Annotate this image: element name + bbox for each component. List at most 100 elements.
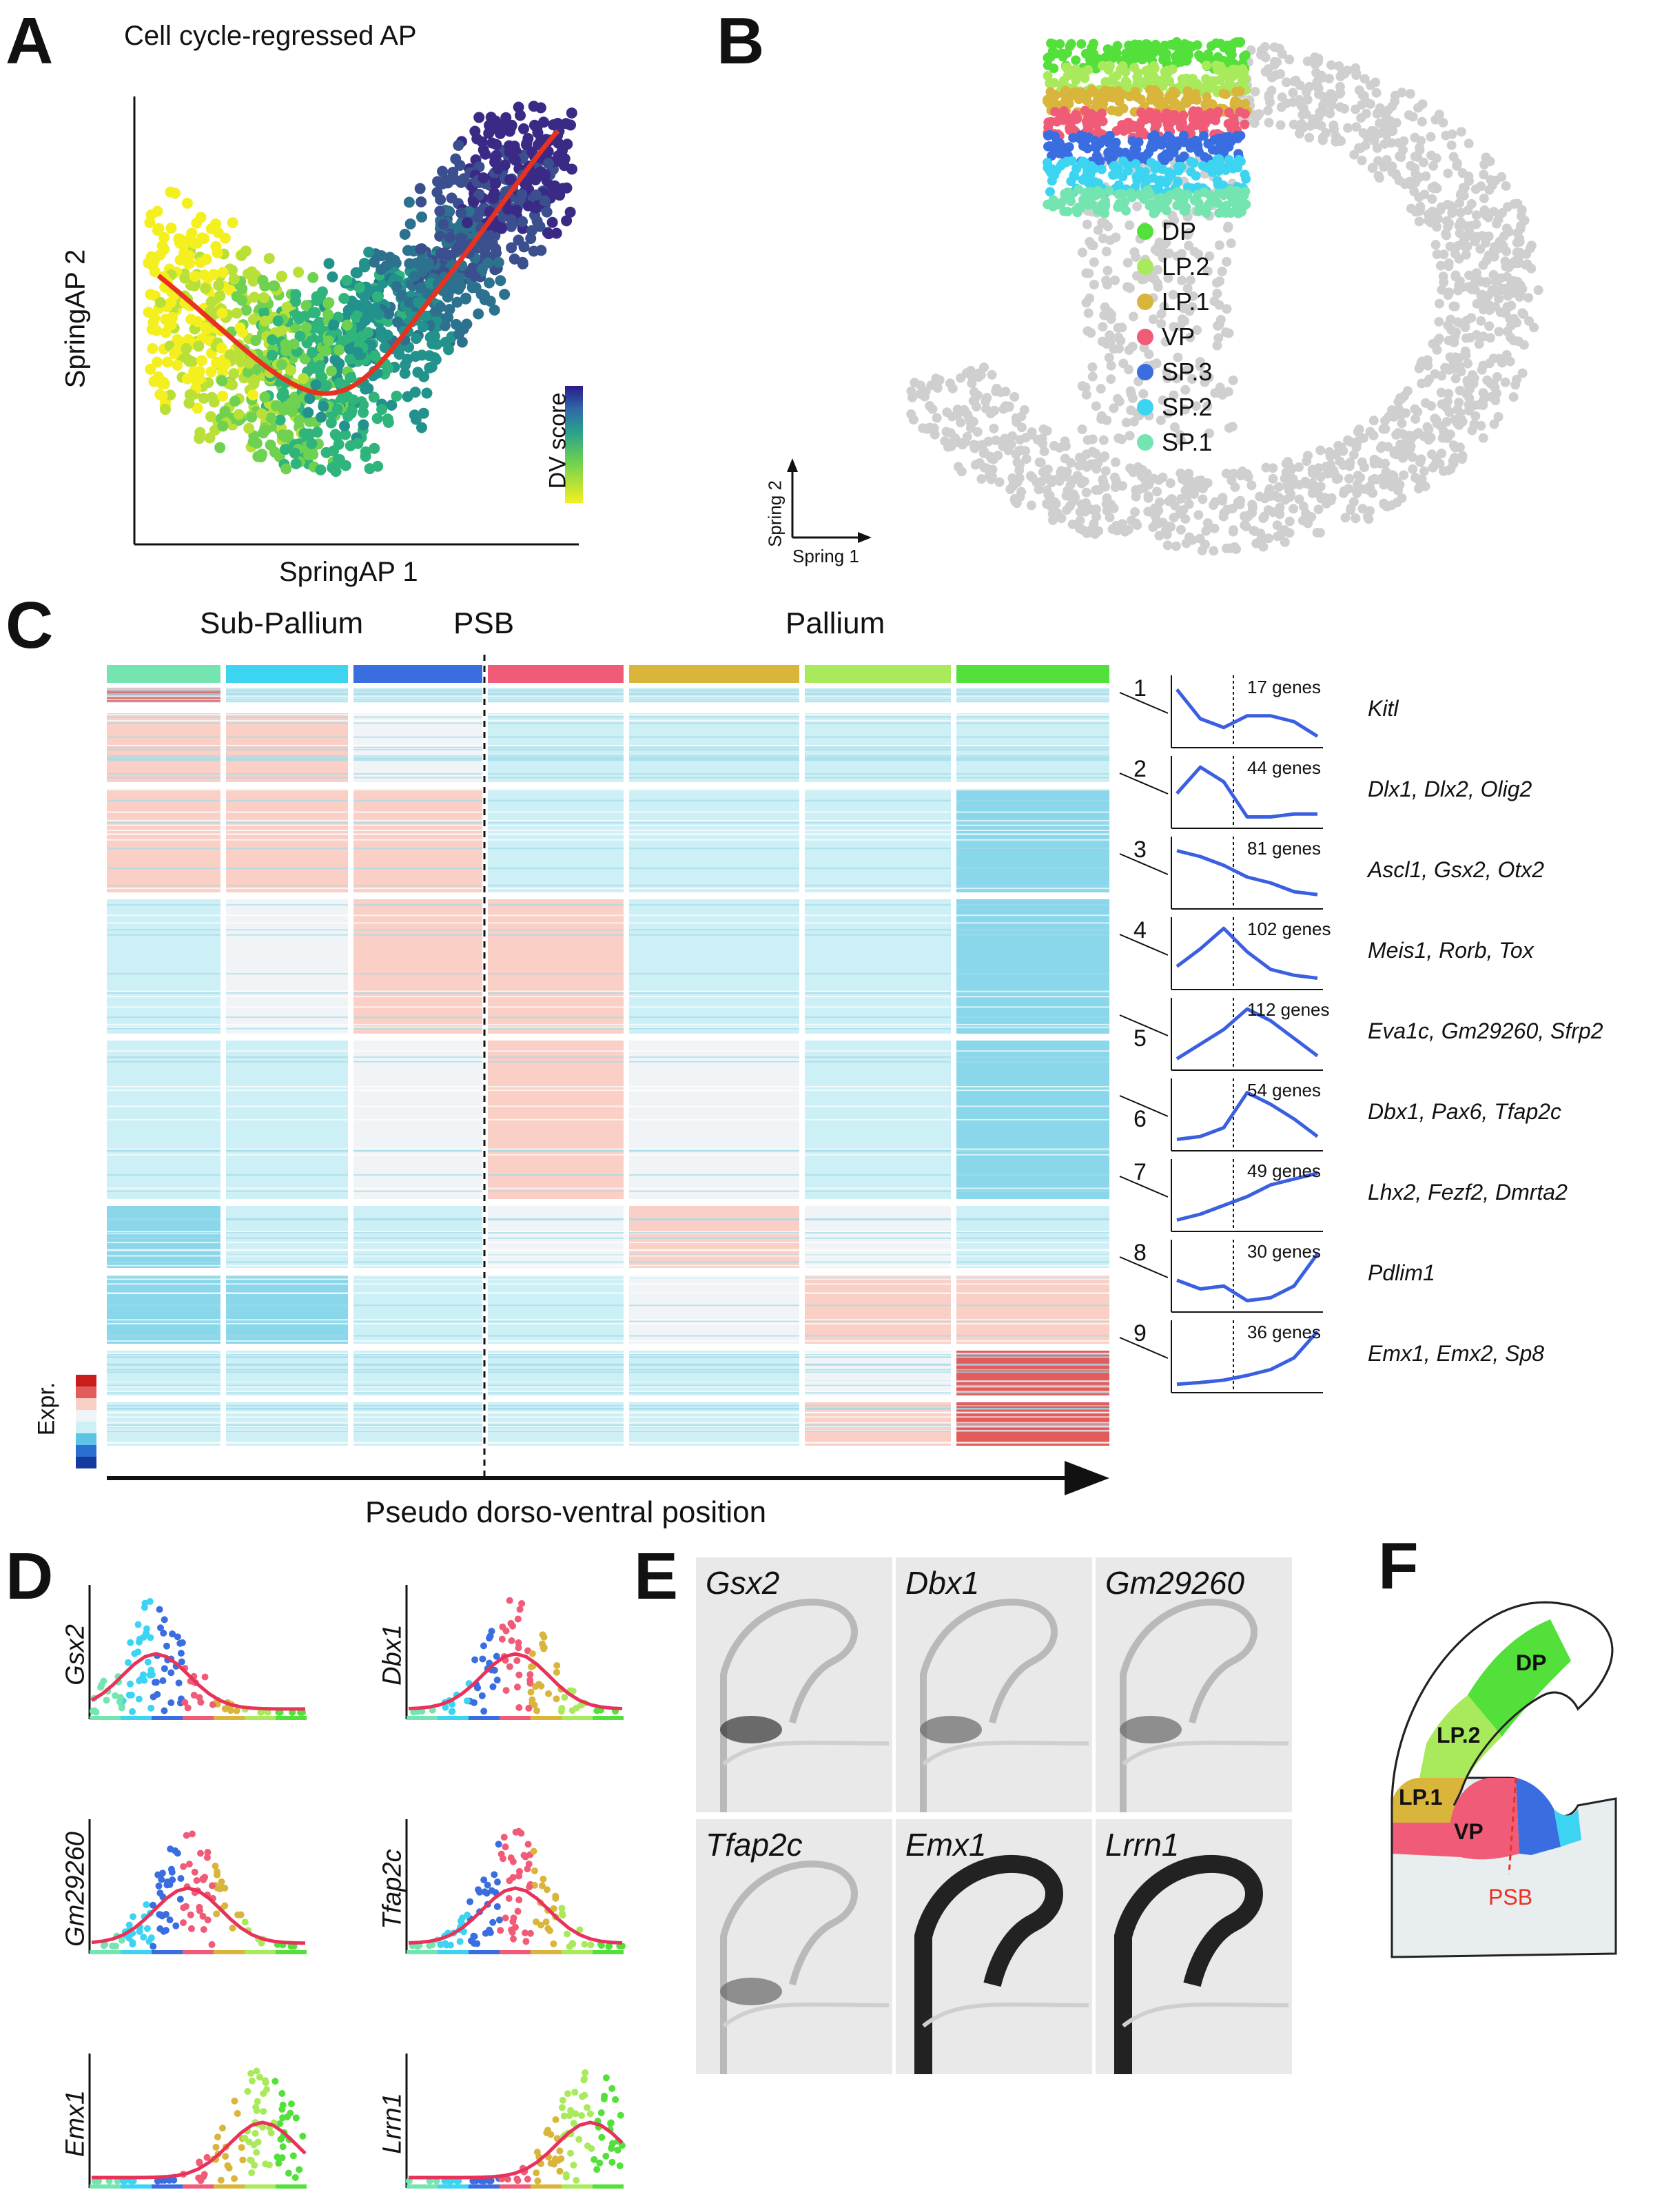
cluster-number: 5 bbox=[1133, 1025, 1147, 1052]
cluster-number: 8 bbox=[1133, 1240, 1147, 1266]
cluster-markers: Pdlim1 bbox=[1368, 1260, 1435, 1285]
psb-dashed-line bbox=[1508, 1777, 1517, 1875]
cluster-gene-count: 49 genes bbox=[1247, 1160, 1321, 1181]
in-situ-image: Lrrn1 bbox=[1096, 1819, 1292, 2074]
legend-item: LP.1 bbox=[1137, 284, 1212, 319]
region-vp bbox=[1392, 1778, 1519, 1860]
gene-plot-label: Gm29260 bbox=[61, 1832, 90, 1947]
gene-plot-label: Emx1 bbox=[61, 2089, 90, 2158]
panel-letter-c: C bbox=[6, 588, 54, 662]
heatmap bbox=[76, 655, 1323, 1495]
region-color-bar bbox=[805, 665, 951, 683]
cluster-markers: Dbx1, Pax6, Tfap2c bbox=[1368, 1099, 1562, 1124]
region-sp3 bbox=[1516, 1778, 1561, 1855]
schematic-label-lp1: LP.1 bbox=[1399, 1785, 1443, 1810]
region-lp2 bbox=[1419, 1695, 1502, 1778]
cluster-gene-count: 30 genes bbox=[1247, 1241, 1321, 1262]
cluster-number: 3 bbox=[1133, 837, 1147, 863]
cluster-markers: Ascl1, Gsx2, Otx2 bbox=[1368, 857, 1545, 882]
legend-label: SP.1 bbox=[1162, 427, 1213, 456]
legend-swatch bbox=[1137, 223, 1153, 240]
panel-a-ylabel: SpringAP 2 bbox=[60, 249, 91, 389]
panel-a-plot bbox=[133, 96, 583, 546]
region-lp1 bbox=[1392, 1778, 1468, 1823]
pseudo-dv-axis-label: Pseudo dorso-ventral position bbox=[365, 1495, 767, 1529]
schematic-label-vp: VP bbox=[1454, 1819, 1484, 1844]
heatmap-cells bbox=[107, 665, 1115, 1446]
in-situ-gene-label: Gm29260 bbox=[1105, 1565, 1245, 1601]
legend-label: VP bbox=[1162, 322, 1195, 351]
gene-plot-label: Dbx1 bbox=[378, 1624, 407, 1686]
gene-expression-plot bbox=[88, 2054, 307, 2189]
cluster-trend-plots bbox=[1119, 675, 1323, 1393]
gene-expression-plot bbox=[88, 1585, 307, 1720]
in-situ-gene-label: Gsx2 bbox=[706, 1565, 780, 1601]
cluster-number: 4 bbox=[1133, 917, 1147, 943]
panel-letter-a: A bbox=[6, 4, 54, 78]
outline bbox=[1390, 1601, 1614, 1957]
cluster-number: 1 bbox=[1133, 675, 1147, 702]
expr-colorbar bbox=[76, 689, 96, 713]
region-dp bbox=[1468, 1619, 1571, 1737]
cluster-number: 9 bbox=[1133, 1320, 1147, 1346]
region-color-bar bbox=[353, 665, 482, 683]
region-color-bar bbox=[488, 665, 624, 683]
legend-item: VP bbox=[1137, 319, 1212, 354]
cluster-gene-count: 102 genes bbox=[1247, 919, 1331, 939]
cluster-gene-count: 112 genes bbox=[1247, 999, 1330, 1020]
legend-item: LP.2 bbox=[1137, 249, 1212, 284]
cluster-markers: Lhx2, Fezf2, Dmrta2 bbox=[1368, 1180, 1568, 1205]
gene-expression-plot bbox=[405, 1585, 624, 1720]
legend-label: SP.2 bbox=[1162, 392, 1213, 421]
psb-label: PSB bbox=[453, 606, 515, 640]
cluster-number: 7 bbox=[1133, 1159, 1147, 1185]
cluster-markers: Dlx1, Dlx2, Olig2 bbox=[1368, 777, 1532, 801]
spring-grey-cells bbox=[906, 41, 1543, 556]
cluster-number: 6 bbox=[1133, 1106, 1147, 1132]
cluster-gene-count: 54 genes bbox=[1247, 1080, 1321, 1100]
legend-swatch bbox=[1137, 258, 1153, 275]
cluster-gene-count: 17 genes bbox=[1247, 677, 1321, 697]
dv-colorbar bbox=[565, 386, 583, 503]
legend-swatch bbox=[1137, 433, 1153, 451]
region-color-bar bbox=[107, 665, 220, 683]
in-situ-gene-label: Tfap2c bbox=[706, 1827, 803, 1863]
in-situ-image: Tfap2c bbox=[696, 1819, 892, 2074]
in-situ-image: Emx1 bbox=[896, 1819, 1092, 2074]
cluster-gene-count: 44 genes bbox=[1247, 757, 1321, 778]
in-situ-image: Gm29260 bbox=[1096, 1557, 1292, 1812]
in-situ-image: Gsx2 bbox=[696, 1557, 892, 1812]
region-color-bar bbox=[226, 665, 348, 683]
gene-plot-label: Tfap2c bbox=[378, 1849, 407, 1929]
trajectory-line bbox=[156, 129, 560, 396]
dv-colorbar-label: DV score bbox=[544, 392, 571, 489]
in-situ-gene-label: Dbx1 bbox=[905, 1565, 980, 1601]
legend-item: SP.2 bbox=[1137, 389, 1212, 424]
gene-expression-plot bbox=[88, 1819, 307, 1954]
legend-label: SP.3 bbox=[1162, 357, 1213, 386]
legend-label: DP bbox=[1162, 216, 1197, 245]
schematic-label-lp2: LP.2 bbox=[1437, 1723, 1481, 1748]
legend-item: SP.1 bbox=[1137, 424, 1212, 460]
legend-swatch bbox=[1137, 398, 1153, 416]
legend-swatch bbox=[1137, 328, 1153, 345]
gene-expression-plot bbox=[405, 2054, 626, 2189]
sub-pallium-label: Sub-Pallium bbox=[200, 606, 364, 640]
spring-axis-x-label: Spring 1 bbox=[792, 546, 859, 566]
gene-plot-label: Lrrn1 bbox=[378, 2093, 407, 2154]
cluster-markers: Emx1, Emx2, Sp8 bbox=[1368, 1341, 1545, 1366]
legend-label: LP.1 bbox=[1162, 287, 1210, 316]
cluster-markers: Eva1c, Gm29260, Sfrp2 bbox=[1368, 1018, 1603, 1043]
legend-swatch bbox=[1137, 293, 1153, 310]
panel-letter-b: B bbox=[717, 4, 765, 78]
schematic-label-psb: PSB bbox=[1488, 1885, 1533, 1909]
panel-b-plot bbox=[787, 37, 1543, 556]
spring-colored-cells bbox=[1043, 37, 1252, 218]
region-color-bar bbox=[956, 665, 1109, 683]
cluster-gene-count: 81 genes bbox=[1247, 838, 1321, 859]
cluster-number: 2 bbox=[1133, 756, 1147, 782]
pallium-label: Pallium bbox=[786, 606, 885, 640]
panel-letter-f: F bbox=[1378, 1529, 1419, 1603]
panel-a-xlabel: SpringAP 1 bbox=[279, 557, 418, 587]
cluster-gene-count: 36 genes bbox=[1247, 1322, 1321, 1342]
